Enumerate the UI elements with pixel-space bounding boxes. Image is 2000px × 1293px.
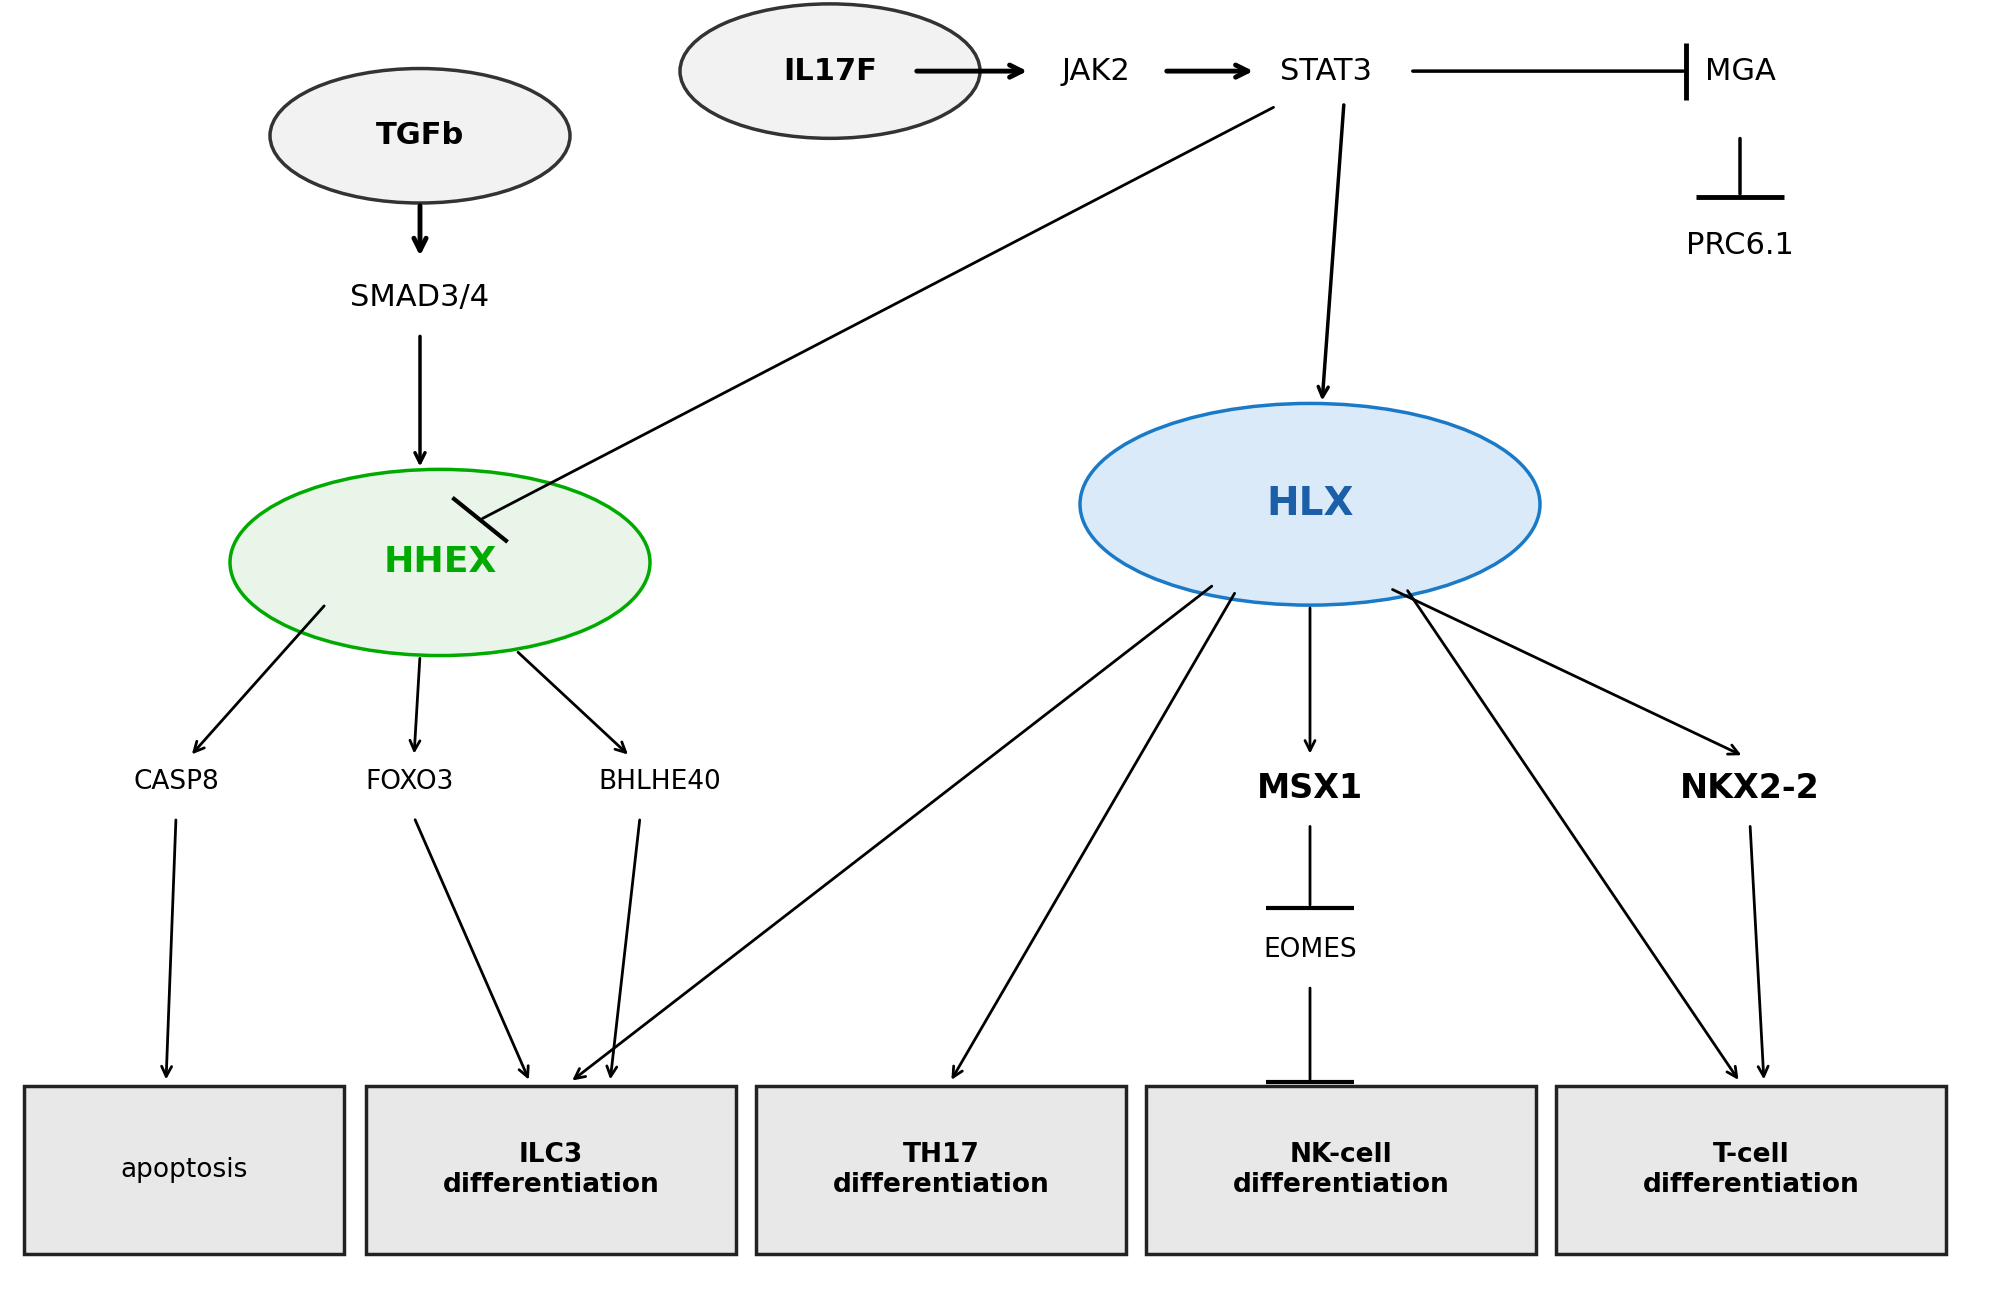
Text: TGFb: TGFb xyxy=(376,122,464,150)
Ellipse shape xyxy=(680,4,980,138)
Text: MGA: MGA xyxy=(1704,57,1776,85)
Text: NKX2-2: NKX2-2 xyxy=(1680,772,1820,806)
Text: SMAD3/4: SMAD3/4 xyxy=(350,283,490,312)
Ellipse shape xyxy=(230,469,650,656)
FancyBboxPatch shape xyxy=(1556,1086,1946,1254)
Text: MSX1: MSX1 xyxy=(1256,772,1364,806)
FancyBboxPatch shape xyxy=(1146,1086,1536,1254)
Text: HLX: HLX xyxy=(1266,485,1354,524)
Ellipse shape xyxy=(270,69,570,203)
FancyBboxPatch shape xyxy=(24,1086,344,1254)
Text: BHLHE40: BHLHE40 xyxy=(598,769,722,795)
Text: ILC3
differentiation: ILC3 differentiation xyxy=(442,1142,660,1199)
Text: NK-cell
differentiation: NK-cell differentiation xyxy=(1232,1142,1450,1199)
Text: JAK2: JAK2 xyxy=(1062,57,1130,85)
Ellipse shape xyxy=(1080,403,1540,605)
Text: HHEX: HHEX xyxy=(384,546,496,579)
Text: T-cell
differentiation: T-cell differentiation xyxy=(1642,1142,1860,1199)
Text: TH17
differentiation: TH17 differentiation xyxy=(832,1142,1050,1199)
Text: CASP8: CASP8 xyxy=(134,769,218,795)
FancyBboxPatch shape xyxy=(366,1086,736,1254)
Text: FOXO3: FOXO3 xyxy=(366,769,454,795)
Text: apoptosis: apoptosis xyxy=(120,1157,248,1183)
Text: EOMES: EOMES xyxy=(1264,937,1356,963)
Text: PRC6.1: PRC6.1 xyxy=(1686,231,1794,260)
FancyBboxPatch shape xyxy=(756,1086,1126,1254)
Text: STAT3: STAT3 xyxy=(1280,57,1372,85)
Text: IL17F: IL17F xyxy=(784,57,876,85)
